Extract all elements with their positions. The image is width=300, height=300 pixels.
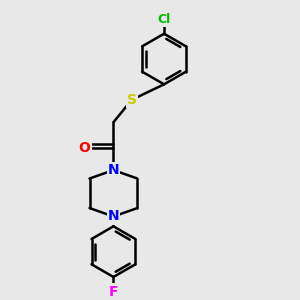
Text: N: N [108, 163, 119, 177]
Text: S: S [127, 93, 137, 107]
Text: N: N [108, 209, 119, 224]
Text: O: O [79, 141, 90, 154]
Text: F: F [109, 285, 118, 298]
Text: Cl: Cl [158, 13, 171, 26]
